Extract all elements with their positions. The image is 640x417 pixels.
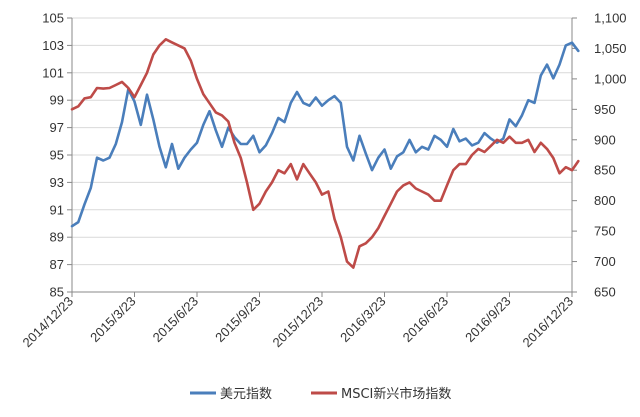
left-tick-label: 105	[42, 11, 64, 26]
gridlines	[72, 17, 572, 293]
x-tick-label: 2016/3/23	[337, 294, 389, 346]
msci-em-line	[70, 37, 580, 269]
left-y-axis: 85 87 89 91 93 95 97 99 101 103 105	[42, 11, 73, 300]
legend: 美元指数 MSCI新兴市场指数	[190, 386, 451, 402]
x-tick-label: 2015/12/23	[269, 294, 326, 351]
right-tick-label: 1,050	[594, 41, 627, 56]
x-tick-label: 2015/6/23	[150, 294, 202, 346]
left-tick-label: 85	[50, 285, 64, 300]
left-tick-label: 91	[50, 202, 64, 217]
right-tick-label: 1,000	[594, 71, 627, 86]
usd-index-line	[70, 41, 580, 228]
right-tick-label: 1,100	[594, 11, 627, 26]
right-y-axis: 650 700 750 800 850 900 950 1,000 1,050 1,100	[571, 11, 627, 300]
x-tick-label: 2014/12/23	[19, 294, 76, 351]
left-tick-label: 101	[42, 65, 64, 80]
x-tick-label: 2015/9/23	[212, 294, 264, 346]
right-tick-label: 800	[594, 193, 616, 208]
x-tick-label: 2016/6/23	[400, 294, 452, 346]
x-axis: 2014/12/23 2015/3/23 2015/6/23 2015/9/23 201…	[19, 291, 576, 351]
left-tick-label: 95	[50, 148, 64, 163]
legend-label-msci-em: MSCI新兴市场指数	[341, 386, 451, 402]
left-tick-label: 93	[50, 175, 64, 190]
right-tick-label: 850	[594, 163, 616, 178]
right-tick-label: 900	[594, 132, 616, 147]
x-tick-label: 2016/12/23	[519, 294, 576, 351]
series-lines	[70, 37, 580, 269]
left-tick-label: 87	[50, 257, 64, 272]
x-tick-label: 2015/3/23	[87, 294, 139, 346]
right-tick-label: 750	[594, 224, 616, 239]
left-tick-label: 103	[42, 38, 64, 53]
right-tick-label: 650	[594, 285, 616, 300]
x-tick-label: 2016/9/23	[462, 294, 514, 346]
right-tick-label: 700	[594, 254, 616, 269]
left-tick-label: 89	[50, 230, 64, 245]
left-tick-label: 97	[50, 120, 64, 135]
right-tick-label: 950	[594, 102, 616, 117]
legend-label-usd-index: 美元指数	[220, 387, 272, 402]
left-tick-label: 99	[50, 93, 64, 108]
